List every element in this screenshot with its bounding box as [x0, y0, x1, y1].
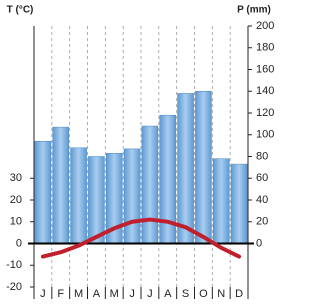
x-tick-label: F	[57, 288, 64, 300]
bar	[34, 141, 52, 244]
y2-axis-label: P (mm)	[237, 5, 271, 16]
y-tick-label: -10	[6, 259, 22, 271]
x-tick-label: S	[182, 288, 189, 300]
x-tick-label: N	[217, 288, 225, 300]
y2-tick-label: 60	[256, 172, 268, 184]
chart: T (°C) P (mm) -20 -10 0 10 20 30 0 20 40 60 80 100 1…	[6, 5, 274, 300]
y2-tick-label: 200	[256, 20, 274, 32]
bar	[195, 91, 212, 244]
bar	[212, 158, 230, 244]
y2-tick-label: 80	[256, 150, 268, 162]
y2-tick-label: 100	[256, 129, 274, 141]
y2-tick-label: 0	[256, 237, 262, 249]
x-tick-label: D	[235, 288, 243, 300]
bar	[88, 156, 105, 244]
y2-tick-label: 180	[256, 42, 274, 54]
x-tick-label: J	[147, 288, 153, 300]
y-tick-label: 20	[10, 194, 22, 206]
x-tick-label: O	[199, 288, 208, 300]
x-tick-label: J	[40, 288, 46, 300]
y-tick-label: 30	[10, 172, 22, 184]
y-tick-label: 10	[10, 216, 22, 228]
bar	[177, 93, 194, 244]
y2-tick-label: 20	[256, 216, 268, 228]
bar	[230, 163, 248, 244]
x-tick-label: A	[93, 288, 101, 300]
x-tick-label: M	[74, 288, 83, 300]
bar	[52, 126, 70, 244]
bar	[70, 147, 87, 244]
bar	[141, 125, 159, 244]
x-tick-label: M	[110, 288, 119, 300]
x-tick-label: A	[164, 288, 172, 300]
y2-tick-label: 140	[256, 85, 274, 97]
temperature-line	[40, 217, 242, 259]
y2-tick-label: 160	[256, 63, 274, 75]
bar	[123, 148, 141, 244]
y2-tick-label: 40	[256, 194, 268, 206]
y-tick-label: -20	[6, 281, 22, 293]
y2-tick-label: 120	[256, 107, 274, 119]
y-tick-label: 0	[16, 237, 22, 249]
x-tick-label: J	[129, 288, 135, 300]
y-axis-label: T (°C)	[7, 5, 34, 16]
